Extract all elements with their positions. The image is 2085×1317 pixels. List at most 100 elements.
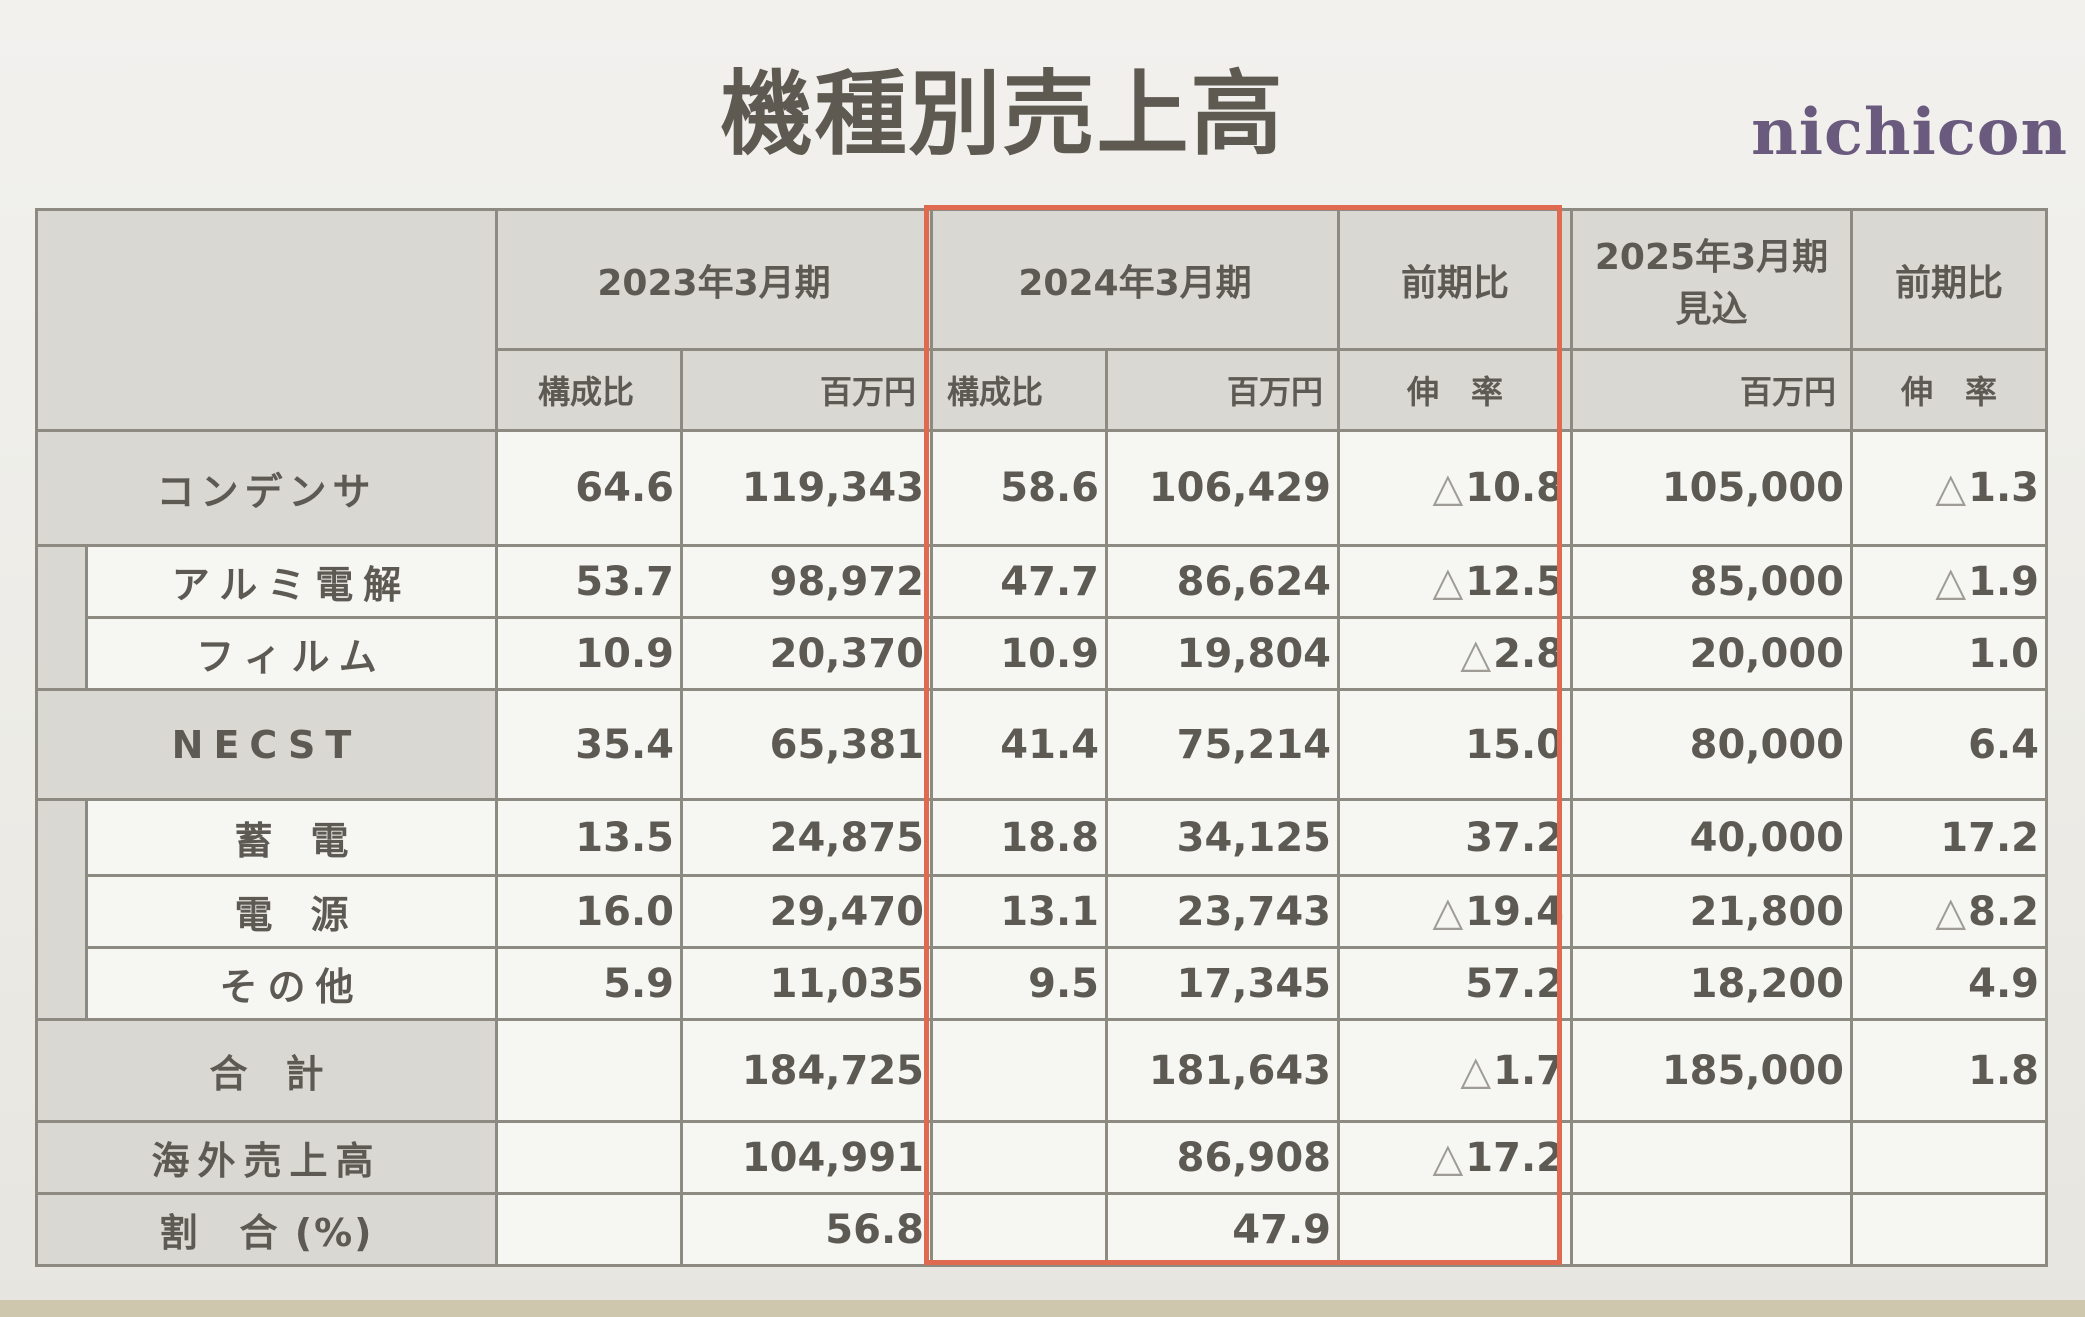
- growth-2024: 37.2: [1337, 798, 1573, 877]
- value-2025: 18,200: [1570, 946, 1853, 1021]
- growth-2024: △10.8: [1337, 429, 1573, 547]
- table-row: コンデンサ 64.6 119,343 58.6 106,429 △10.8 10…: [35, 429, 2048, 547]
- indent-gutter: [35, 545, 88, 690]
- value-2025: 40,000: [1570, 798, 1853, 877]
- value-2025: [1570, 1120, 1853, 1195]
- ratio-2024: 9.5: [930, 946, 1108, 1021]
- value-2025: 20,000: [1570, 616, 1853, 691]
- subheader-ratio-2023: 構成比: [495, 348, 683, 432]
- growth-2025: 6.4: [1850, 688, 2048, 801]
- header-corner: [35, 208, 498, 432]
- triangle-minus-icon: △: [1460, 630, 1492, 677]
- subheader-ratio-2024: 構成比: [930, 348, 1108, 432]
- ratio-2024: 10.9: [930, 616, 1108, 691]
- value-2024: 47.9: [1105, 1192, 1340, 1267]
- value-2024: 34,125: [1105, 798, 1340, 877]
- ratio-2023: 53.7: [495, 544, 683, 619]
- value-2023: 98,972: [680, 544, 933, 619]
- value-2023: 65,381: [680, 688, 933, 801]
- triangle-minus-icon: △: [1432, 465, 1464, 511]
- growth-2024: △2.8: [1337, 616, 1573, 691]
- ratio-2023: 16.0: [495, 874, 683, 949]
- row-label: フィルム: [85, 616, 498, 691]
- ratio-2024: [930, 1192, 1108, 1267]
- growth-2024: 15.0: [1337, 688, 1573, 801]
- value-2024: 86,908: [1105, 1120, 1340, 1195]
- header-fy2025: 2025年3月期 見込: [1570, 208, 1853, 351]
- value-2024: 23,743: [1105, 874, 1340, 949]
- header-yoy-2024: 前期比: [1337, 208, 1573, 351]
- value-2025: [1570, 1192, 1853, 1267]
- growth-2025: 4.9: [1850, 946, 2048, 1021]
- page-title: 機種別売上高: [720, 61, 1285, 168]
- value-2023: 56.8: [680, 1192, 933, 1267]
- value-2025: 80,000: [1570, 688, 1853, 801]
- value-2024: 75,214: [1105, 688, 1340, 801]
- row-label: 海外売上高: [35, 1120, 498, 1195]
- row-label: 電 源: [85, 874, 498, 949]
- row-label: その他: [85, 946, 498, 1021]
- value-2024: 86,624: [1105, 544, 1340, 619]
- value-2023: 104,991: [680, 1120, 933, 1195]
- subheader-million-2024: 百万円: [1105, 348, 1340, 432]
- ratio-2024: 58.6: [930, 429, 1108, 547]
- value-2024: 181,643: [1105, 1018, 1340, 1123]
- value-2023: 11,035: [680, 946, 933, 1021]
- row-label: アルミ電解: [85, 544, 498, 619]
- subheader-growth-2024: 伸 率: [1337, 348, 1573, 432]
- row-label: 割 合 (%): [35, 1192, 498, 1267]
- subheader-million-2023: 百万円: [680, 348, 933, 432]
- value-2023: 24,875: [680, 798, 933, 877]
- table-row: 割 合 (%) 56.8 47.9: [35, 1192, 2048, 1267]
- subheader-million-2025: 百万円: [1570, 348, 1853, 432]
- triangle-minus-icon: △: [1432, 888, 1464, 935]
- value-2023: 29,470: [680, 874, 933, 949]
- ratio-2023: [495, 1120, 683, 1195]
- value-2023: 20,370: [680, 616, 933, 691]
- growth-2025: [1850, 1192, 2048, 1267]
- subheader-growth-2025: 伸 率: [1850, 348, 2048, 432]
- table-row: アルミ電解 53.7 98,972 47.7 86,624 △12.5 85,0…: [35, 544, 2048, 690]
- table-row: 電 源 16.0 29,470 13.1 23,743 △19.4 21,800…: [37, 874, 2048, 949]
- growth-2025: △8.2: [1850, 874, 2048, 949]
- value-2025: 21,800: [1570, 874, 1853, 949]
- growth-2025: 1.8: [1850, 1018, 2048, 1123]
- ratio-2024: 18.8: [930, 798, 1108, 877]
- growth-2024: △1.7: [1337, 1018, 1573, 1123]
- sales-by-product-table: 2023年3月期 2024年3月期 前期比 2025年3月期 見込 前期比 構成…: [35, 208, 2048, 1267]
- header-fy2025-line2: 見込: [1675, 288, 1748, 330]
- ratio-2023: [495, 1192, 683, 1267]
- table-row: フィルム 10.9 20,370 10.9 19,804 △2.8 20,000…: [37, 616, 2048, 691]
- table-row: 海外売上高 104,991 86,908 △17.2: [35, 1120, 2048, 1195]
- triangle-minus-icon: △: [1432, 1134, 1464, 1181]
- table-row: NECST 35.4 65,381 41.4 75,214 15.0 80,00…: [35, 688, 2048, 801]
- value-2023: 119,343: [680, 429, 933, 547]
- growth-2025: [1850, 1120, 2048, 1195]
- growth-2025: 17.2: [1850, 798, 2048, 877]
- growth-2025: 1.0: [1850, 616, 2048, 691]
- header-fy2023: 2023年3月期: [495, 208, 933, 351]
- growth-2024: △12.5: [1337, 544, 1573, 619]
- ratio-2023: 35.4: [495, 688, 683, 801]
- header-fy2024: 2024年3月期: [930, 208, 1340, 351]
- header-yoy-2025: 前期比: [1850, 208, 2048, 351]
- row-label: NECST: [35, 688, 498, 801]
- value-2024: 17,345: [1105, 946, 1340, 1021]
- table-row: その他 5.9 11,035 9.5 17,345 57.2 18,200 4.…: [37, 946, 2048, 1021]
- growth-2024: △17.2: [1337, 1120, 1573, 1195]
- value-2025: 85,000: [1570, 544, 1853, 619]
- nichicon-logo: nichicon: [1751, 95, 2068, 170]
- triangle-minus-icon: △: [1935, 888, 1967, 935]
- growth-2024: 57.2: [1337, 946, 1573, 1021]
- ratio-2024: 13.1: [930, 874, 1108, 949]
- ratio-2023: 5.9: [495, 946, 683, 1021]
- growth-2024: [1337, 1192, 1573, 1267]
- indent-gutter: [35, 799, 88, 1020]
- ratio-2023: 10.9: [495, 616, 683, 691]
- row-label: コンデンサ: [35, 429, 498, 547]
- ratio-2024: [930, 1018, 1108, 1123]
- table-row: 合 計 184,725 181,643 △1.7 185,000 1.8: [35, 1018, 2048, 1123]
- row-label: 蓄 電: [85, 798, 498, 877]
- ratio-2023: 13.5: [495, 798, 683, 877]
- triangle-minus-icon: △: [1460, 1047, 1492, 1094]
